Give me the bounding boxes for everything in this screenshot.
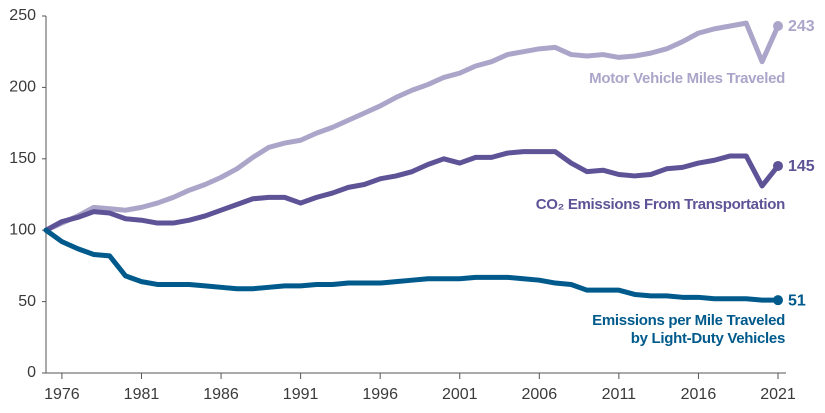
x-tick-label: 2001 (442, 386, 478, 403)
x-tick-label: 1996 (362, 386, 398, 403)
value-label: 243 (788, 18, 815, 35)
x-tick-label: 1991 (283, 386, 319, 403)
x-tick-label: 1976 (44, 386, 80, 403)
end-point (773, 160, 783, 171)
y-tick-label: 150 (9, 150, 36, 167)
series-line (43, 149, 781, 233)
value-label: 51 (788, 292, 806, 309)
series-label: Emissions per Mile Traveled by Light-Dut… (592, 312, 785, 347)
x-tick-label: 1986 (203, 386, 239, 403)
series-label: Motor Vehicle Miles Traveled (589, 70, 785, 87)
end-point (773, 20, 783, 31)
y-tick-label: 250 (9, 7, 36, 24)
y-tick-label: 0 (27, 364, 36, 381)
x-tick-label: 2006 (522, 386, 558, 403)
x-tick-label: 2016 (681, 386, 717, 403)
y-tick-label: 50 (18, 293, 36, 310)
series-line (43, 20, 781, 233)
x-tick-label: 2011 (602, 386, 637, 403)
series-line (43, 227, 781, 303)
y-tick-label: 100 (9, 221, 36, 238)
end-point (773, 295, 783, 306)
x-tick-label: 1981 (124, 386, 160, 403)
x-tick-label: 2021 (760, 386, 796, 403)
y-tick-label: 200 (9, 79, 36, 96)
value-label: 145 (788, 158, 815, 175)
series-label: CO₂ Emissions From Transportation (535, 196, 786, 213)
